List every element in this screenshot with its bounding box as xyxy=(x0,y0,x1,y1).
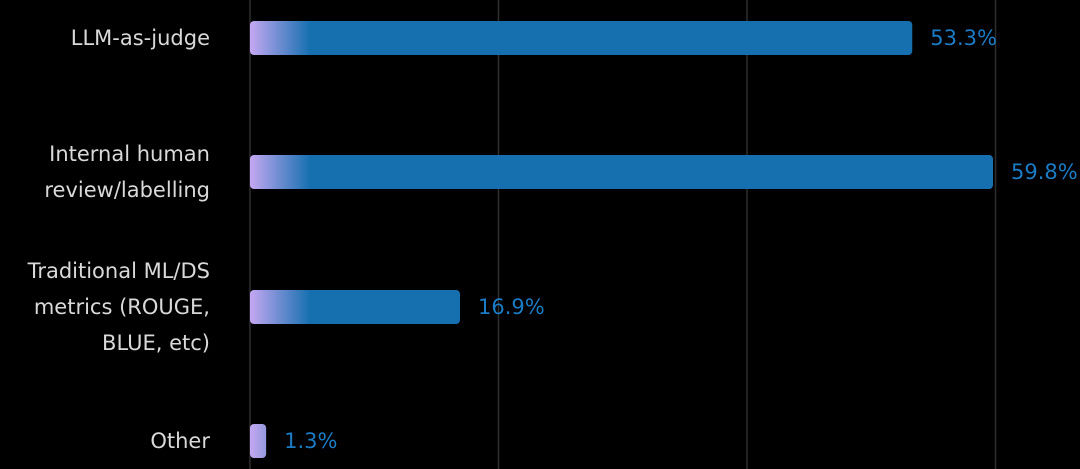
value-label: 53.3% xyxy=(930,26,997,50)
bar xyxy=(250,424,267,458)
value-label: 1.3% xyxy=(284,429,337,453)
value-label: 16.9% xyxy=(478,295,545,319)
category-label: LLM-as-judge xyxy=(70,26,210,50)
category-label: Traditional ML/DS metrics (ROUGE, BLUE, … xyxy=(27,259,210,355)
category-label: Other xyxy=(150,429,210,453)
value-label: 59.8% xyxy=(1011,160,1078,184)
bar xyxy=(250,21,913,55)
category-label: Internal human review/labelling xyxy=(44,142,210,202)
bar xyxy=(250,155,994,189)
bar xyxy=(250,290,460,324)
